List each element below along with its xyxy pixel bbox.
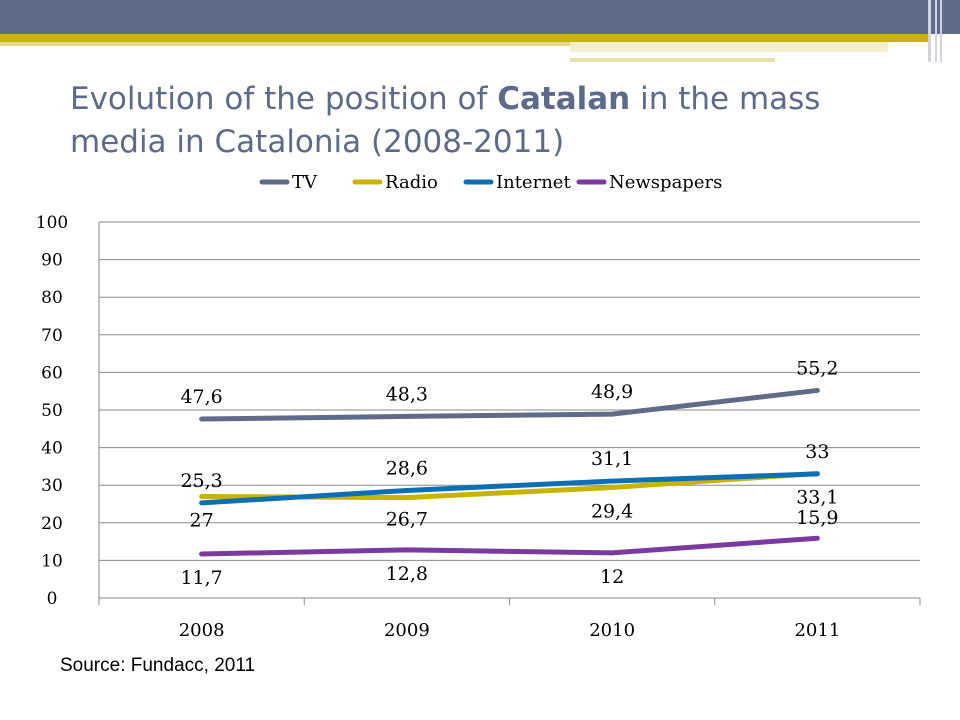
y-tick-label: 0 (47, 589, 58, 609)
title-emphasis: Catalan (497, 81, 631, 117)
legend-label: Internet (496, 172, 571, 193)
data-label: 48,3 (386, 383, 428, 405)
header-stripe (935, 0, 937, 62)
title-part: Evolution of the position of (70, 81, 498, 117)
x-tick-label: 2011 (794, 620, 840, 641)
chart-container: 0 10 20 30 40 50 60 70 80 90 100 2008 2009 2010 2011 47… (0, 160, 960, 660)
series-line-internet (199, 471, 820, 506)
y-tick-label: 60 (41, 363, 63, 383)
y-tick-label: 20 (41, 514, 63, 534)
series-line-newspapers (199, 535, 820, 557)
data-label: 28,6 (386, 457, 428, 479)
source-note: Source: Fundacc, 2011 (60, 655, 256, 676)
data-label: 26,7 (386, 509, 428, 531)
legend-label: Newspapers (609, 172, 722, 193)
header-slate-bar (0, 0, 960, 34)
y-tick-label: 70 (41, 326, 63, 346)
title-part: in the mass media in Catalonia (2008-201… (70, 81, 821, 160)
legend-label: Radio (385, 172, 438, 193)
header-gold-accent (570, 58, 775, 62)
data-label: 48,9 (591, 381, 633, 403)
data-label: 27 (190, 509, 214, 531)
data-label: 33 (805, 441, 829, 463)
header-gold-thin (0, 42, 570, 46)
y-tick-label: 30 (41, 476, 63, 496)
header-stripe (940, 0, 942, 62)
header-gold-bar (0, 34, 928, 42)
x-tick-label: 2010 (589, 620, 635, 641)
y-tick-label: 90 (41, 251, 63, 271)
line-chart: 0 10 20 30 40 50 60 70 80 90 100 2008 2009 2010 2011 47… (36, 172, 921, 641)
data-label: 33,1 (796, 487, 838, 509)
x-tick-label: 2009 (384, 620, 430, 641)
header-stripe (928, 0, 931, 62)
header-gold-light (570, 42, 888, 52)
y-tick-label: 10 (41, 551, 63, 571)
y-tick-label: 100 (36, 213, 68, 233)
data-label: 25,3 (180, 470, 222, 492)
header-band (0, 0, 960, 62)
data-label: 47,6 (180, 386, 222, 408)
y-tick-label: 40 (41, 439, 63, 459)
data-label: 55,2 (796, 357, 838, 379)
legend-label: TV (292, 172, 318, 193)
data-label: 12,8 (386, 563, 428, 585)
page-title: Evolution of the position of Catalan in … (70, 78, 910, 164)
data-label: 15,9 (796, 507, 838, 529)
data-label: 12 (600, 566, 624, 588)
y-tick-label: 80 (41, 288, 63, 308)
data-label: 29,4 (591, 500, 633, 522)
series-line-tv (199, 387, 820, 422)
y-tick-label: 50 (41, 401, 63, 421)
x-tick-label: 2008 (179, 620, 225, 641)
data-label: 31,1 (591, 448, 633, 470)
data-label: 11,7 (180, 567, 222, 589)
